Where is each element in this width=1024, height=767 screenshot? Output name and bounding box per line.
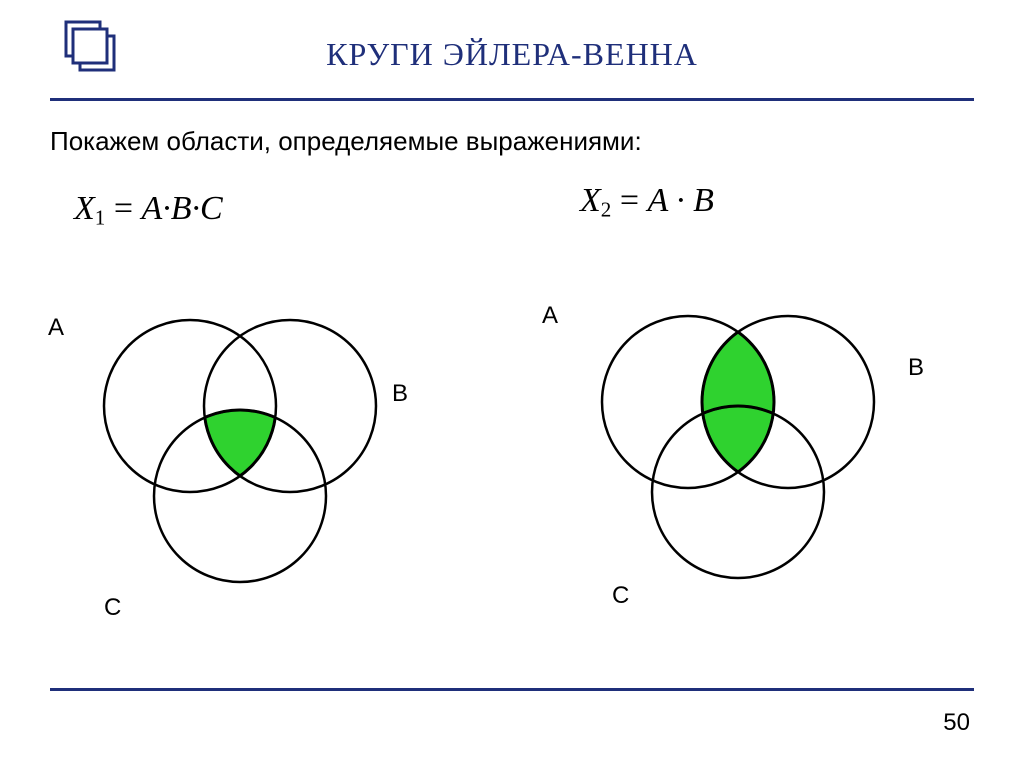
- slide-header: КРУГИ ЭЙЛЕРА-ВЕННА: [0, 0, 1024, 98]
- divider-bottom: [50, 688, 974, 691]
- formula-eq: =: [620, 182, 648, 219]
- venn-diagram-left: A B C: [60, 286, 420, 626]
- subtitle-text: Покажем области, определяемые выражениям…: [50, 126, 642, 157]
- label-a: A: [542, 302, 558, 330]
- formula-rhs: A · B: [648, 182, 714, 219]
- venn-diagram-right: A B C: [558, 282, 928, 622]
- formula-sub: 1: [95, 205, 106, 229]
- label-a: A: [48, 314, 64, 342]
- divider-top: [50, 98, 974, 101]
- formula-right: X2 = A · B: [580, 182, 714, 222]
- formula-var: X: [580, 182, 601, 219]
- label-b: B: [392, 380, 408, 408]
- formula-sub: 2: [601, 197, 612, 221]
- formula-rhs: A·B·C: [142, 190, 223, 227]
- page-number: 50: [943, 709, 970, 737]
- slide-title: КРУГИ ЭЙЛЕРА-ВЕННА: [0, 36, 1024, 73]
- label-c: C: [104, 594, 121, 622]
- formula-left: X1 = A·B·C: [74, 190, 223, 230]
- formula-eq: =: [114, 190, 142, 227]
- label-c: C: [612, 582, 629, 610]
- label-b: B: [908, 354, 924, 382]
- formula-var: X: [74, 190, 95, 227]
